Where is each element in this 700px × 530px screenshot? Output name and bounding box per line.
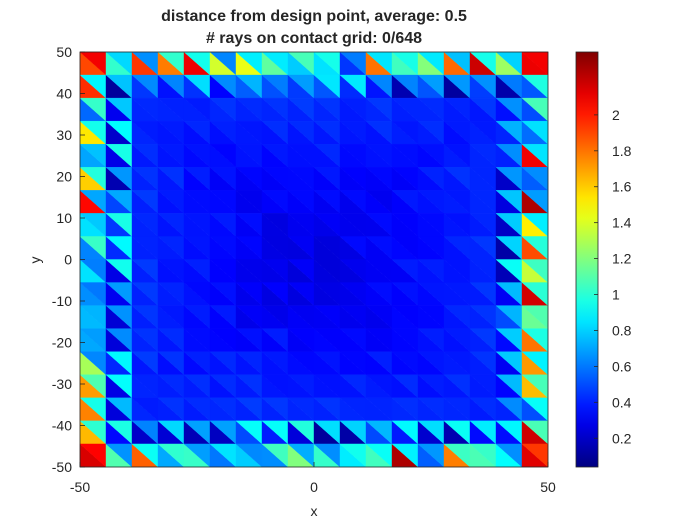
y-tick-label: 50 (56, 44, 72, 60)
y-tick-label: -30 (52, 376, 72, 392)
y-tick-label: -50 (52, 459, 72, 475)
y-tick-label: 0 (64, 252, 72, 268)
x-axis: -50 0 50 (70, 462, 556, 495)
colorbar-tick-label: 1.4 (612, 215, 632, 231)
y-tick-label: -20 (52, 335, 72, 351)
colorbar-tick-label: 1.2 (612, 251, 632, 267)
plot-area (79, 51, 549, 468)
colorbar-tick-label: 0.2 (612, 430, 632, 446)
colorbar-tick-label: 0.6 (612, 358, 632, 374)
colorbar-tick-label: 0.8 (612, 322, 632, 338)
y-tick-label: -40 (52, 418, 72, 434)
y-tick-label: -10 (52, 293, 72, 309)
colorbar-tick-label: 1.8 (612, 143, 632, 159)
y-tick-label: 40 (56, 86, 72, 102)
colorbar: 2 1.8 1.6 1.4 1.2 1 0.8 0.6 0.4 0.2 (575, 51, 632, 468)
x-tick-label: 50 (540, 479, 556, 495)
colorbar-tick-label: 1.6 (612, 179, 632, 195)
chart-title-line1: distance from design point, average: 0.5 (161, 8, 467, 25)
colorbar-tick-label: 2 (612, 107, 620, 123)
x-axis-label: x (311, 503, 318, 519)
y-axis-label: y (27, 257, 43, 264)
y-tick-label: 20 (56, 169, 72, 185)
y-tick-label: 10 (56, 210, 72, 226)
x-tick-label: 0 (310, 479, 318, 495)
colorbar-tick-label: 1 (612, 287, 620, 303)
chart-title-line2: # rays on contact grid: 0/648 (206, 30, 422, 47)
y-axis: 50 40 30 20 10 0 -10 -20 -30 -40 -50 (52, 44, 85, 475)
colorbar-tick-label: 0.4 (612, 394, 632, 410)
y-tick-label: 30 (56, 127, 72, 143)
x-tick-label: -50 (70, 479, 90, 495)
colorbar-gradient (575, 51, 599, 468)
